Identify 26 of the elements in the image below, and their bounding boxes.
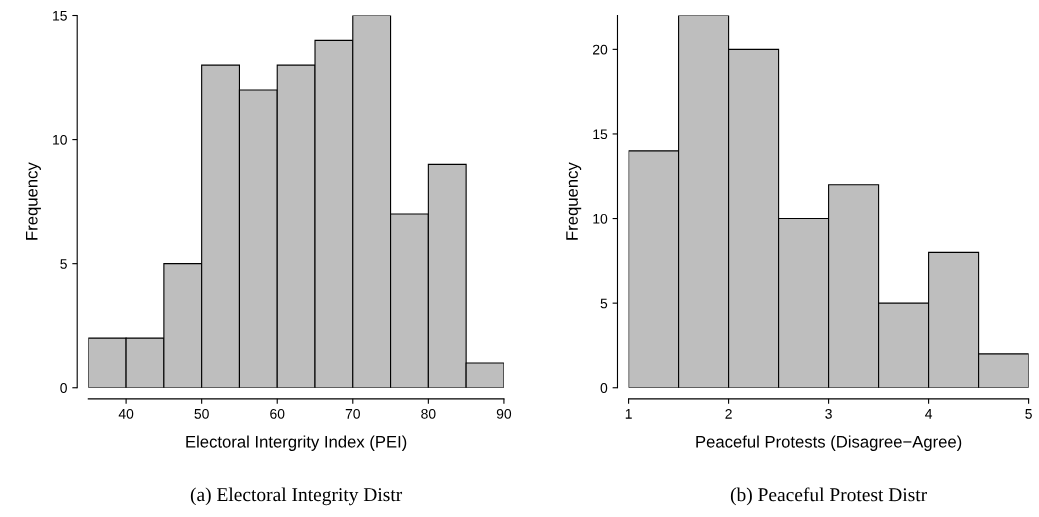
y-tick-label: 10 <box>53 134 67 145</box>
y-tick-label: 5 <box>60 259 67 269</box>
x-axis-title: Peaceful Protests (Disagree−Agree) <box>696 435 962 451</box>
x-tick-label: 60 <box>270 408 285 419</box>
x-tick-label: 5 <box>1025 409 1032 419</box>
y-tick-label: 20 <box>593 44 608 55</box>
x-tick-label: 4 <box>925 409 933 419</box>
x-tick-label: 40 <box>118 408 134 419</box>
y-tick-label: 10 <box>593 213 608 224</box>
x-tick-label: 1 <box>625 409 632 419</box>
text: (b) Peaceful Protest Distr <box>730 487 927 506</box>
x-tick-label: 3 <box>825 408 832 419</box>
x-tick-label: 80 <box>421 408 436 419</box>
y-tick-label: 0 <box>60 383 67 393</box>
y-tick-label: 15 <box>593 129 608 140</box>
x-tick-label: 70 <box>345 408 360 419</box>
x-axis-title: Electoral Intergrity Index (PEI) <box>186 435 407 451</box>
x-tick-label: 90 <box>496 408 512 419</box>
y-tick-label: 15 <box>53 10 67 21</box>
y-axis-title: Frequency <box>26 162 41 240</box>
y-axis-title: Frequency <box>566 162 582 240</box>
x-tick-label: 50 <box>194 408 209 419</box>
text: (a) Electoral Integrity Distr <box>190 487 403 506</box>
y-tick-label: 0 <box>600 383 608 393</box>
x-tick-label: 2 <box>725 408 732 419</box>
y-tick-label: 5 <box>600 298 608 309</box>
